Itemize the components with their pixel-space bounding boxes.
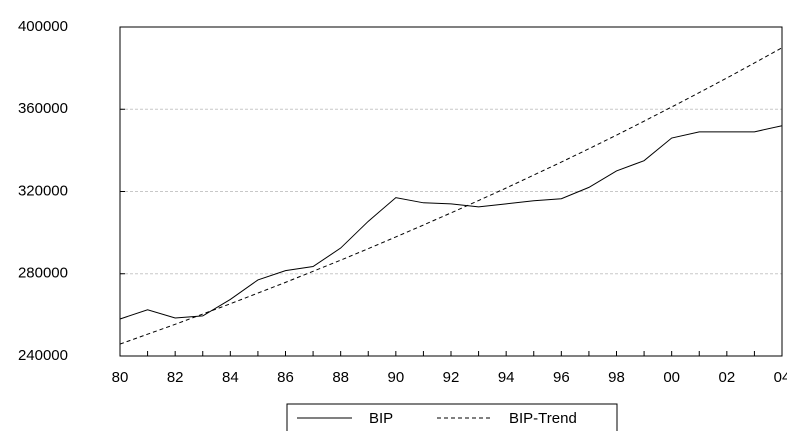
x-tick-label: 96 bbox=[553, 369, 570, 386]
x-tick-label: 90 bbox=[387, 369, 404, 386]
x-tick-label: 94 bbox=[498, 369, 515, 386]
x-tick-label: 00 bbox=[663, 369, 680, 386]
legend-box bbox=[286, 403, 618, 435]
x-tick-label: 84 bbox=[222, 369, 239, 386]
x-tick-label: 82 bbox=[167, 369, 184, 386]
y-tick-label: 400000 bbox=[18, 18, 68, 35]
legend-label: BIP-Trend bbox=[509, 410, 577, 427]
y-tick-label: 360000 bbox=[18, 100, 68, 117]
x-tick-label: 88 bbox=[332, 369, 349, 386]
x-tick-label: 98 bbox=[608, 369, 625, 386]
y-tick-label: 320000 bbox=[18, 182, 68, 199]
y-tick-label: 240000 bbox=[18, 347, 68, 364]
x-tick-label: 04 bbox=[774, 369, 787, 386]
x-tick-label: 80 bbox=[112, 369, 129, 386]
x-tick-label: 86 bbox=[277, 369, 294, 386]
x-tick-label: 92 bbox=[443, 369, 460, 386]
y-tick-label: 280000 bbox=[18, 265, 68, 282]
series-line bbox=[119, 125, 783, 320]
legend-label: BIP bbox=[369, 410, 393, 427]
series-line bbox=[119, 47, 783, 345]
x-tick-label: 02 bbox=[718, 369, 735, 386]
